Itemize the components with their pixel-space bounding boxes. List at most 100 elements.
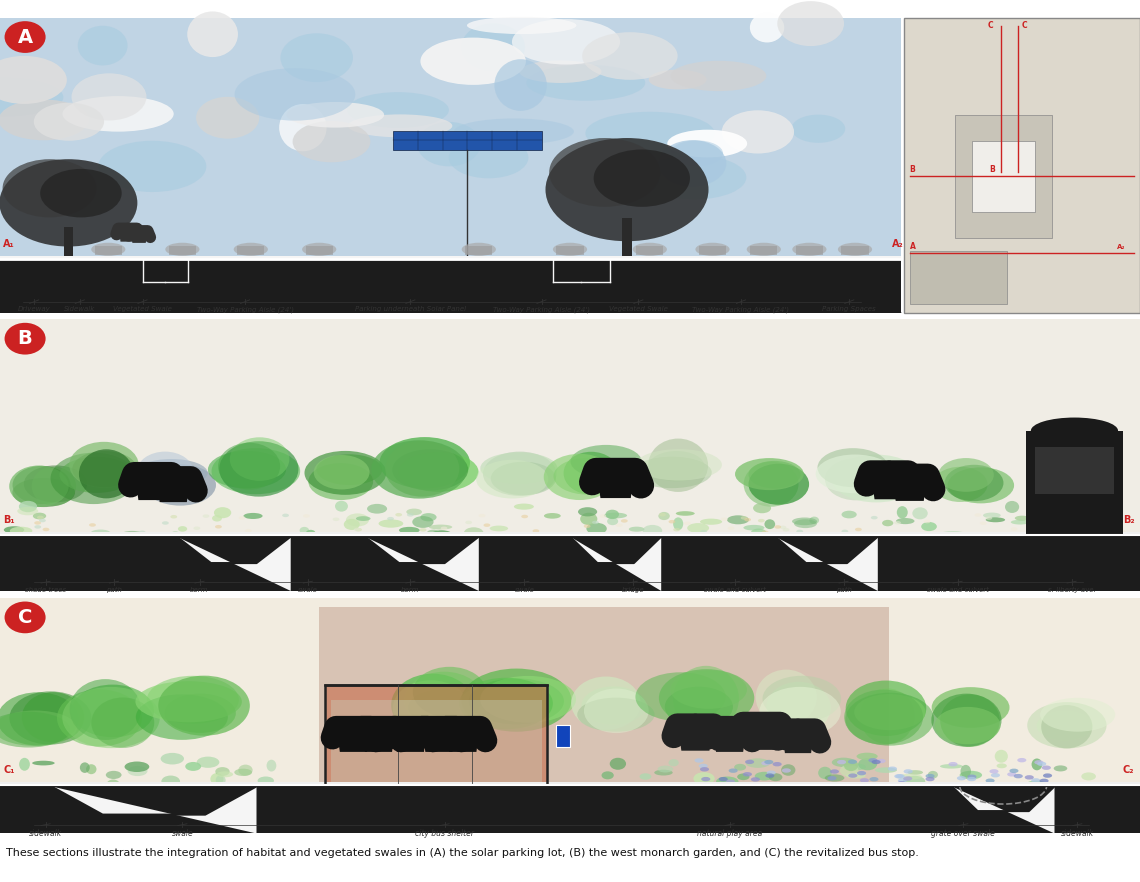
Ellipse shape (886, 533, 910, 546)
Ellipse shape (718, 777, 727, 781)
Ellipse shape (441, 527, 448, 530)
Ellipse shape (1005, 501, 1019, 513)
Text: C: C (987, 21, 993, 30)
Text: Two-Way Parking Aisle (24'): Two-Way Parking Aisle (24') (196, 306, 294, 312)
Ellipse shape (187, 11, 238, 57)
Ellipse shape (884, 538, 896, 544)
Ellipse shape (986, 518, 1005, 522)
Ellipse shape (1007, 772, 1016, 776)
Ellipse shape (196, 97, 259, 138)
Ellipse shape (554, 458, 621, 495)
Ellipse shape (137, 452, 194, 492)
Ellipse shape (961, 765, 971, 778)
Ellipse shape (832, 454, 921, 503)
Ellipse shape (106, 771, 122, 779)
Ellipse shape (161, 753, 184, 765)
Ellipse shape (0, 56, 67, 104)
Text: berm: berm (190, 587, 209, 593)
Ellipse shape (940, 694, 1000, 747)
PathPatch shape (712, 723, 747, 751)
Ellipse shape (708, 534, 715, 538)
Ellipse shape (178, 532, 185, 535)
Bar (699, 246, 726, 255)
Ellipse shape (168, 532, 182, 542)
Circle shape (5, 21, 46, 53)
Ellipse shape (407, 513, 414, 517)
Ellipse shape (1026, 781, 1045, 788)
Text: A₂: A₂ (1117, 243, 1125, 250)
Ellipse shape (592, 520, 598, 524)
Ellipse shape (846, 692, 934, 745)
Bar (0, 598, 1140, 833)
Ellipse shape (649, 451, 705, 482)
Ellipse shape (738, 774, 749, 781)
Ellipse shape (668, 519, 675, 523)
Ellipse shape (792, 243, 826, 256)
Ellipse shape (791, 115, 845, 143)
Ellipse shape (897, 774, 922, 780)
Ellipse shape (897, 506, 907, 519)
Ellipse shape (138, 463, 186, 494)
Ellipse shape (19, 758, 30, 771)
Ellipse shape (280, 34, 353, 82)
Ellipse shape (649, 70, 707, 89)
PathPatch shape (775, 536, 878, 591)
Text: B: B (910, 165, 915, 174)
Ellipse shape (828, 776, 837, 781)
Ellipse shape (347, 92, 449, 128)
Ellipse shape (869, 758, 878, 762)
Ellipse shape (91, 529, 111, 536)
Ellipse shape (421, 513, 437, 521)
Ellipse shape (333, 518, 340, 521)
Bar (636, 246, 663, 255)
Ellipse shape (215, 525, 222, 528)
Ellipse shape (668, 759, 678, 766)
Text: Driveway: Driveway (18, 306, 50, 312)
PathPatch shape (135, 470, 171, 500)
Ellipse shape (168, 467, 179, 478)
Ellipse shape (643, 525, 662, 536)
Ellipse shape (894, 774, 903, 779)
Ellipse shape (844, 759, 858, 771)
Text: path: path (106, 587, 122, 593)
Ellipse shape (356, 516, 370, 521)
Ellipse shape (871, 516, 878, 519)
Ellipse shape (659, 669, 755, 727)
Ellipse shape (0, 711, 78, 746)
Ellipse shape (600, 514, 606, 518)
Ellipse shape (990, 769, 999, 774)
Ellipse shape (32, 467, 76, 506)
Ellipse shape (898, 778, 907, 782)
Bar (319, 607, 889, 787)
Ellipse shape (632, 457, 711, 488)
Ellipse shape (417, 122, 481, 167)
Ellipse shape (969, 783, 978, 788)
Ellipse shape (286, 102, 384, 128)
Ellipse shape (136, 694, 228, 740)
Ellipse shape (551, 537, 569, 543)
Text: path: path (836, 587, 852, 593)
Ellipse shape (380, 437, 470, 489)
Ellipse shape (490, 526, 508, 531)
Ellipse shape (583, 33, 677, 79)
Ellipse shape (1042, 766, 1051, 770)
Ellipse shape (687, 523, 709, 533)
PathPatch shape (596, 467, 635, 498)
Ellipse shape (178, 526, 187, 532)
Bar (796, 246, 823, 255)
Ellipse shape (197, 757, 219, 768)
Ellipse shape (128, 766, 147, 776)
Ellipse shape (734, 764, 746, 771)
Ellipse shape (203, 514, 210, 518)
Ellipse shape (1011, 527, 1018, 531)
Ellipse shape (462, 669, 571, 732)
Ellipse shape (1068, 535, 1085, 547)
Ellipse shape (759, 687, 841, 736)
PathPatch shape (119, 227, 137, 242)
Ellipse shape (39, 519, 46, 522)
Text: C: C (1021, 21, 1027, 30)
Ellipse shape (303, 514, 310, 518)
Ellipse shape (1032, 759, 1042, 770)
Ellipse shape (897, 781, 906, 786)
Ellipse shape (605, 510, 619, 519)
